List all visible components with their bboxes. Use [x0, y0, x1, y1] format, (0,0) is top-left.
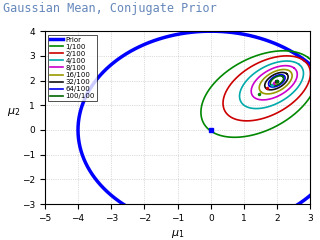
X-axis label: $\mu_1$: $\mu_1$ — [171, 228, 184, 240]
Text: Gaussian Mean, Conjugate Prior: Gaussian Mean, Conjugate Prior — [3, 2, 217, 15]
Legend: Prior, 1/100, 2/100, 4/100, 8/100, 16/100, 32/100, 64/100, 100/100: Prior, 1/100, 2/100, 4/100, 8/100, 16/10… — [48, 35, 97, 101]
Y-axis label: $\mu_2$: $\mu_2$ — [7, 106, 20, 118]
